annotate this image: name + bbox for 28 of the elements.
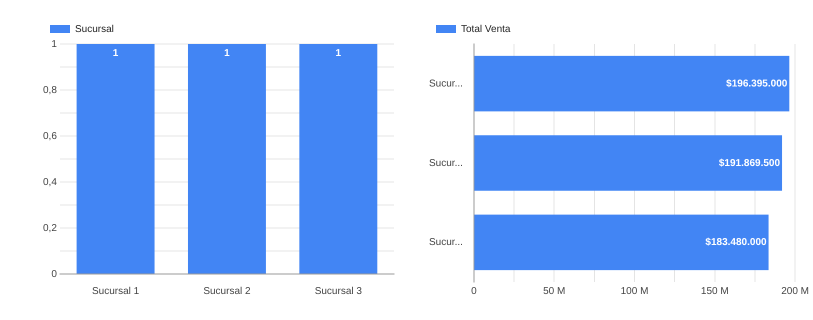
y-tick-label: 0,8 xyxy=(42,84,58,96)
data-label: $196.395.000 xyxy=(726,78,788,90)
data-label: 1 xyxy=(224,48,230,59)
x-tick-label: 50 M xyxy=(543,286,566,297)
data-label: $183.480.000 xyxy=(705,237,768,248)
y-tick-label: 1 xyxy=(51,38,58,50)
data-label: $191.869.500 xyxy=(718,158,780,169)
y-tick-label: Sucur... xyxy=(429,158,463,169)
y-tick-label: Sucur... xyxy=(429,237,463,248)
bar xyxy=(474,214,769,270)
x-tick-label: 150 M xyxy=(700,286,729,297)
y-tick-label: Sucur... xyxy=(429,78,463,90)
y-tick-label: 0,6 xyxy=(42,130,58,142)
x-tick-label: 0 xyxy=(471,286,478,297)
data-label: 1 xyxy=(112,48,119,59)
legend-label: Sucursal xyxy=(75,24,114,35)
bar xyxy=(474,56,790,112)
y-tick-label: 0,4 xyxy=(42,176,58,188)
bar xyxy=(474,135,782,191)
y-tick-label: 0 xyxy=(51,268,58,280)
x-tick-label: 200 M xyxy=(781,286,809,297)
y-tick-label: 0,2 xyxy=(42,222,58,234)
x-tick-label: 100 M xyxy=(620,286,648,297)
data-label: 1 xyxy=(336,48,342,59)
x-tick-label: Sucursal 1 xyxy=(92,286,140,297)
x-tick-label: Sucursal 2 xyxy=(203,286,252,297)
x-tick-label: Sucursal 3 xyxy=(314,286,362,297)
legend-label: Total Venta xyxy=(461,24,511,35)
